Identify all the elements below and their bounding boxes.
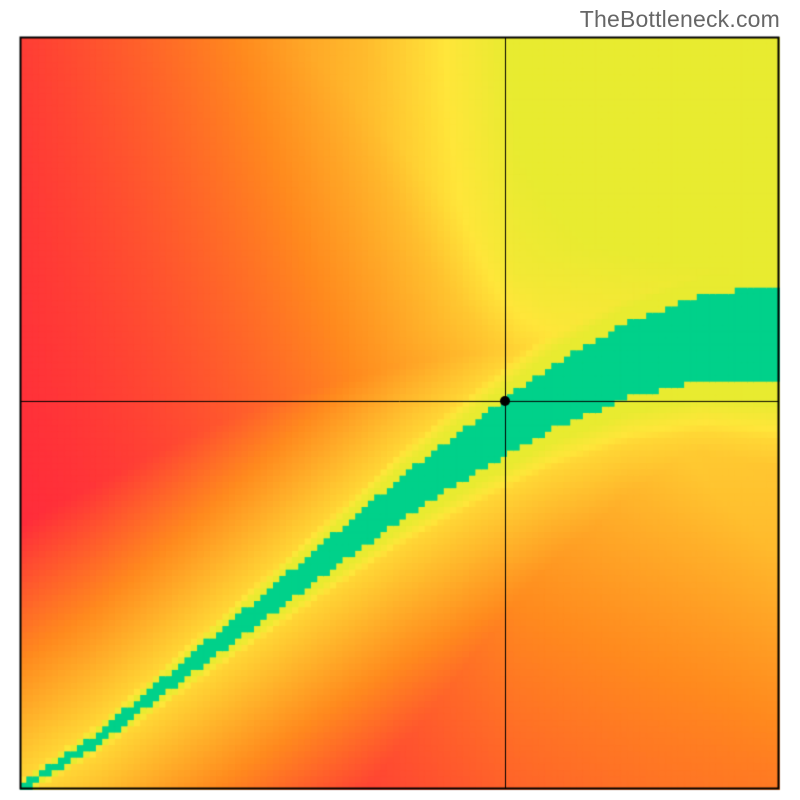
chart-container: { "watermark": { "text": "TheBottleneck.…: [0, 0, 800, 800]
watermark-text: TheBottleneck.com: [580, 6, 780, 33]
heatmap-canvas: [0, 0, 800, 800]
